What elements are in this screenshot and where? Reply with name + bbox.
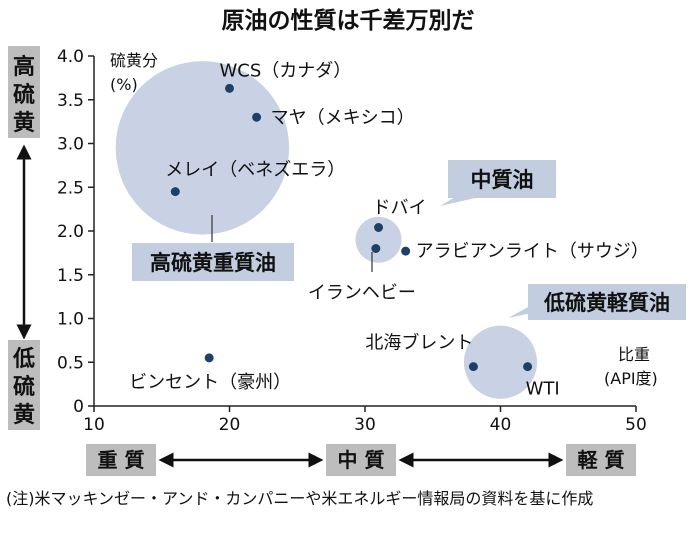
x-axis-title: 比重 [618, 345, 650, 364]
y-tick-label: 2.0 [57, 222, 84, 242]
point-label: アラビアンライト（サウジ） [416, 241, 649, 262]
x-ticks: 10 20 30 40 50 [83, 406, 647, 435]
data-point [170, 187, 180, 197]
x-tick-label: 10 [83, 415, 105, 435]
medium-group-label: 中質油 [471, 168, 534, 192]
medium-group-label-box [448, 160, 556, 198]
low-sulfur-box [8, 340, 40, 430]
light-group-label-box [528, 284, 686, 320]
medium-label: 中 質 [338, 448, 385, 472]
x-axis-unit: (API度) [604, 369, 658, 388]
data-point [523, 362, 533, 372]
y-tick-label: 1.0 [57, 310, 84, 330]
vertical-glyph: 高 [13, 54, 35, 80]
heavy-box [86, 444, 156, 476]
vertical-glyph: 硫 [13, 374, 35, 400]
data-point [374, 223, 384, 232]
point-label: マヤ（メキシコ） [271, 107, 415, 128]
data-point [401, 246, 411, 256]
high-sulfur-box [8, 46, 40, 138]
x-tick-label: 50 [625, 415, 647, 435]
point-label: ビンセント（豪州） [129, 372, 291, 393]
y-tick-label: 3.5 [57, 91, 84, 111]
group-bubble-0 [115, 61, 290, 235]
data-point [468, 362, 478, 372]
chart: 原油の性質は千差万別だ 0 0.5 1.0 1.5 2.0 2.5 3.0 3.5 4.0 10… [8, 7, 686, 476]
light-group-label: 低硫黄軽質油 [543, 291, 670, 315]
chart-title: 原油の性質は千差万別だ [222, 7, 475, 34]
data-points [170, 83, 533, 372]
group-bubble-1 [355, 216, 402, 263]
point-label: 北海ブレント [365, 332, 473, 354]
y-tick-label: 0 [73, 397, 84, 417]
data-point [371, 244, 381, 253]
heavy-label: 重 質 [98, 448, 145, 472]
light-label: 軽 質 [578, 448, 625, 472]
data-point [252, 112, 262, 122]
data-point [225, 83, 234, 93]
y-tick-label: 4.0 [57, 47, 84, 67]
low-sulfur-label: 低硫黄 [12, 347, 35, 428]
vertical-glyph: 硫 [13, 82, 35, 108]
vertical-glyph: 黄 [13, 403, 35, 428]
vertical-glyph: 黄 [13, 111, 35, 136]
point-label: ドバイ [373, 198, 427, 219]
point-label: メレイ（ベネズエラ） [165, 160, 345, 181]
y-ticks: 0 0.5 1.0 1.5 2.0 2.5 3.0 3.5 4.0 [57, 47, 94, 417]
vertical-glyph: 低 [12, 347, 35, 372]
point-label: イランヘビー [308, 283, 416, 304]
point-labels: WCS（カナダ） マヤ（メキシコ） メレイ（ベネズエラ） ドバイイランヘビーアラビアン… [129, 60, 649, 399]
group-bubbles [115, 61, 538, 399]
light-box [566, 444, 636, 476]
high-sulfur-label: 高硫黄 [13, 54, 35, 136]
x-tick-label: 20 [219, 415, 241, 435]
y-axis-unit: (%) [110, 75, 138, 94]
medium-box [326, 444, 396, 476]
y-tick-label: 0.5 [57, 353, 84, 373]
source-note: (注)米マッキンゼー・アンド・カンパニーや米エネルギー情報局の資料を基に作成 [6, 489, 594, 508]
point-label: WTI [526, 379, 560, 400]
y-axis-title: 硫黄分 [110, 51, 158, 70]
point-label: WCS（カナダ） [220, 60, 352, 81]
heavy-group-label-box [132, 243, 294, 281]
x-tick-label: 40 [490, 415, 512, 435]
group-bubble-2 [463, 325, 538, 399]
x-tick-label: 30 [354, 415, 376, 435]
y-tick-label: 2.5 [57, 178, 84, 198]
y-tick-label: 1.5 [57, 266, 84, 286]
y-tick-label: 3.0 [57, 135, 84, 155]
data-point [204, 353, 214, 363]
heavy-group-label: 高硫黄重質油 [150, 251, 276, 275]
